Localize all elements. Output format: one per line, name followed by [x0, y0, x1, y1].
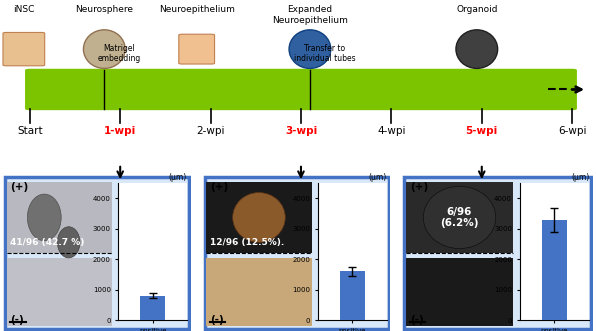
Text: 4-wpi: 4-wpi	[377, 126, 406, 136]
Bar	[141, 296, 165, 320]
FancyBboxPatch shape	[7, 182, 112, 253]
Text: (+): (+)	[11, 182, 29, 192]
Text: (μm): (μm)	[169, 173, 187, 182]
Text: 41/96 (42.7 %): 41/96 (42.7 %)	[11, 238, 85, 247]
Text: Start: Start	[17, 126, 42, 136]
Text: (-): (-)	[11, 315, 24, 325]
Text: 5-wpi: 5-wpi	[465, 126, 498, 136]
FancyBboxPatch shape	[7, 258, 112, 326]
Text: 1-wpi: 1-wpi	[104, 126, 136, 136]
Text: (μm): (μm)	[368, 173, 387, 182]
Bar	[542, 220, 567, 320]
Text: 3-wpi: 3-wpi	[285, 126, 317, 136]
FancyBboxPatch shape	[179, 34, 215, 64]
Ellipse shape	[289, 30, 331, 69]
FancyBboxPatch shape	[5, 177, 189, 329]
Ellipse shape	[27, 194, 61, 241]
FancyBboxPatch shape	[204, 177, 389, 329]
Text: Matrigel
embedding: Matrigel embedding	[98, 44, 141, 63]
Text: 6/96
(6.2%): 6/96 (6.2%)	[440, 207, 479, 228]
Text: (+): (+)	[410, 182, 428, 192]
FancyBboxPatch shape	[206, 182, 312, 253]
Text: Transfer to
individual tubes: Transfer to individual tubes	[294, 44, 356, 63]
Bar	[340, 271, 365, 320]
Text: Neurosphere: Neurosphere	[75, 5, 134, 14]
Ellipse shape	[232, 193, 285, 242]
FancyBboxPatch shape	[25, 69, 577, 110]
FancyBboxPatch shape	[406, 182, 513, 253]
Ellipse shape	[456, 30, 498, 69]
FancyBboxPatch shape	[404, 177, 591, 329]
FancyBboxPatch shape	[406, 258, 513, 326]
FancyBboxPatch shape	[3, 32, 45, 66]
Text: (-): (-)	[210, 315, 224, 325]
Ellipse shape	[57, 227, 80, 258]
Text: 6-wpi: 6-wpi	[558, 126, 586, 136]
Text: iNSC: iNSC	[13, 5, 35, 14]
Text: 12/96 (12.5%).: 12/96 (12.5%).	[210, 238, 284, 247]
Text: Expanded
Neuroepithelium: Expanded Neuroepithelium	[272, 5, 348, 25]
FancyBboxPatch shape	[206, 258, 312, 326]
Text: Neuroepithelium: Neuroepithelium	[159, 5, 235, 14]
Text: (+): (+)	[210, 182, 228, 192]
Text: Organoid: Organoid	[456, 5, 498, 14]
Ellipse shape	[83, 30, 125, 69]
Text: (-): (-)	[410, 315, 424, 325]
Ellipse shape	[423, 186, 496, 249]
Text: 2-wpi: 2-wpi	[196, 126, 225, 136]
Text: (μm): (μm)	[571, 173, 589, 182]
